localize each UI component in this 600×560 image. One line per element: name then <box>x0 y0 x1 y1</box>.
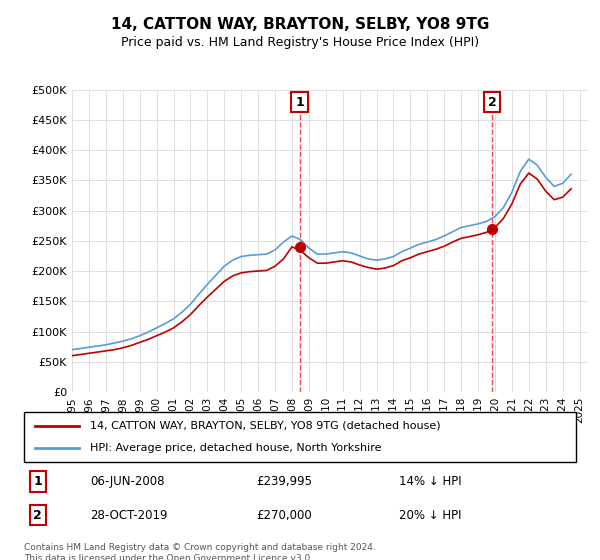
Text: 1: 1 <box>295 96 304 109</box>
FancyBboxPatch shape <box>24 412 576 462</box>
Text: 20% ↓ HPI: 20% ↓ HPI <box>400 508 462 522</box>
Text: 2: 2 <box>34 508 42 522</box>
Text: 28-OCT-2019: 28-OCT-2019 <box>90 508 168 522</box>
Text: Price paid vs. HM Land Registry's House Price Index (HPI): Price paid vs. HM Land Registry's House … <box>121 36 479 49</box>
Text: £239,995: £239,995 <box>256 475 312 488</box>
Text: 14, CATTON WAY, BRAYTON, SELBY, YO8 9TG: 14, CATTON WAY, BRAYTON, SELBY, YO8 9TG <box>111 17 489 32</box>
Text: HPI: Average price, detached house, North Yorkshire: HPI: Average price, detached house, Nort… <box>90 443 382 453</box>
Text: 1: 1 <box>34 475 42 488</box>
Text: Contains HM Land Registry data © Crown copyright and database right 2024.
This d: Contains HM Land Registry data © Crown c… <box>24 543 376 560</box>
Text: £270,000: £270,000 <box>256 508 311 522</box>
Text: 14% ↓ HPI: 14% ↓ HPI <box>400 475 462 488</box>
Text: 2: 2 <box>488 96 496 109</box>
Text: 14, CATTON WAY, BRAYTON, SELBY, YO8 9TG (detached house): 14, CATTON WAY, BRAYTON, SELBY, YO8 9TG … <box>90 421 441 431</box>
Text: 06-JUN-2008: 06-JUN-2008 <box>90 475 165 488</box>
